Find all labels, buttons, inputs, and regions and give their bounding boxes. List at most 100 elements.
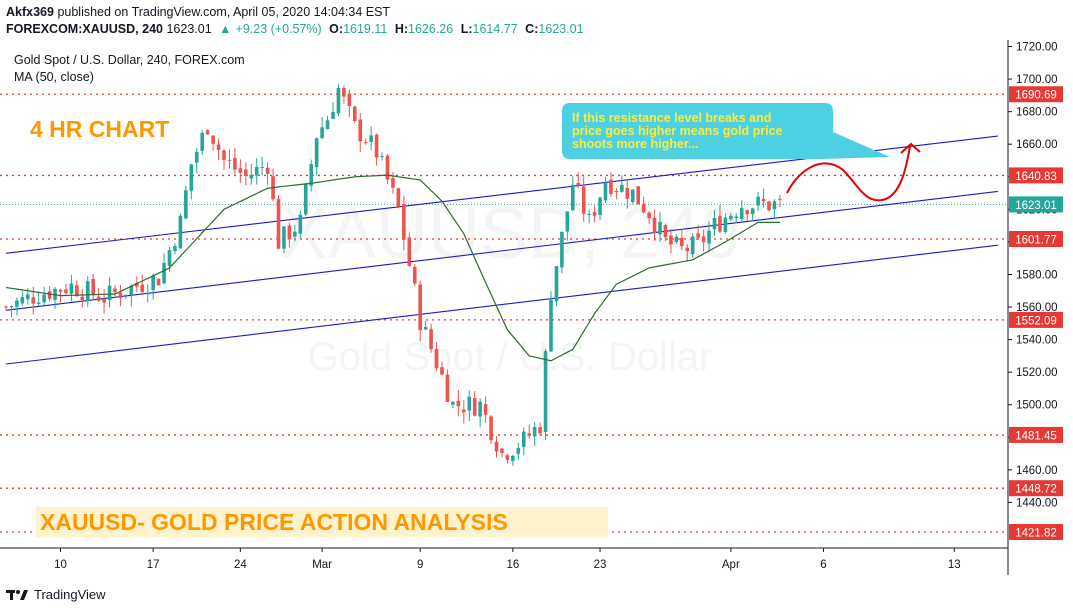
candle-body — [331, 111, 335, 119]
candle-body — [630, 189, 635, 203]
candle-body — [560, 231, 564, 268]
chart-timeframe-label[interactable]: 4 HR CHART — [30, 116, 169, 142]
candle-body — [42, 294, 46, 303]
candle-body — [64, 289, 68, 294]
candle-body — [102, 298, 106, 303]
candle-body — [532, 427, 537, 437]
candle-body — [265, 167, 270, 174]
series-title[interactable]: Gold Spot / U.S. Dollar, 240, FOREX.com — [14, 53, 245, 67]
candle-body — [456, 400, 461, 407]
candle-body — [298, 214, 303, 234]
candle-body — [778, 198, 782, 200]
candle-body — [652, 217, 657, 234]
candle-body — [701, 236, 706, 243]
level-tag-1: 1640.83 — [1015, 171, 1057, 183]
candle-body — [750, 208, 755, 215]
callout[interactable]: If this resistance level breaks and pric… — [562, 103, 890, 159]
xtick-label-6: 23 — [594, 559, 607, 571]
candle-body — [521, 431, 526, 447]
ma-50-line — [5, 174, 780, 362]
candle-body — [641, 203, 646, 213]
ytick-label-1: 1700.00 — [1016, 74, 1058, 86]
candle-body — [756, 196, 760, 206]
last-price: 1623.01 — [166, 22, 212, 36]
support-resistance-levels — [0, 93, 1008, 533]
candle-body — [489, 416, 493, 441]
candle-body — [407, 237, 412, 266]
projection-arrow[interactable] — [786, 142, 921, 202]
candle-body — [598, 197, 602, 215]
candle-body — [571, 184, 575, 211]
level-tag-6: 1421.82 — [1015, 528, 1057, 540]
candle-body — [549, 299, 553, 352]
candle-body — [511, 455, 515, 461]
arrow-head-icon — [900, 142, 921, 154]
ytick-label-8: 1560.00 — [1016, 302, 1058, 314]
xtick-label-9: 13 — [948, 559, 961, 571]
candle-body — [320, 127, 324, 138]
author-name[interactable]: Akfx369 — [6, 5, 54, 19]
candle-body — [690, 236, 695, 255]
candle-body — [325, 120, 330, 130]
chart-area[interactable]: XAUUSD, 240 Gold Spot / U.S. Dollar 1720… — [0, 40, 1073, 575]
tradingview-logo-icon — [6, 589, 28, 600]
candle-body — [260, 166, 264, 168]
candle-body — [124, 294, 128, 296]
ma-legend[interactable]: MA (50, close) — [14, 70, 94, 84]
candle-body — [205, 130, 210, 135]
footer-brand[interactable]: TradingView — [34, 587, 106, 602]
xtick-label-7: Apr — [722, 559, 740, 571]
bottom-title[interactable]: XAUUSD- GOLD PRICE ACTION ANALYSIS — [40, 509, 508, 535]
xtick-label-5: 16 — [506, 559, 519, 571]
xtick-label-4: 9 — [417, 559, 423, 571]
moving-average — [5, 174, 780, 362]
close-value: 1623.01 — [538, 22, 584, 36]
candle-body — [587, 213, 591, 215]
candle-body — [620, 184, 624, 192]
candle-body — [58, 289, 63, 292]
candle-body — [145, 292, 150, 295]
candle-body — [739, 208, 744, 220]
candle-body — [162, 263, 166, 284]
candle-body — [276, 199, 281, 249]
candle-body — [336, 88, 341, 114]
symbol-label: FOREXCOM:XAUUSD, 240 — [6, 22, 163, 36]
candle-body — [353, 106, 357, 122]
trendline-2[interactable] — [5, 244, 998, 365]
candle-body — [543, 351, 548, 432]
candle-body — [538, 427, 542, 434]
candle-body — [80, 296, 85, 300]
level-tag-3: 1552.09 — [1015, 315, 1057, 327]
candle-body — [69, 283, 74, 294]
candle-body — [118, 292, 123, 298]
candle-body — [4, 306, 8, 308]
price-chart[interactable]: XAUUSD, 240 Gold Spot / U.S. Dollar 1720… — [0, 40, 1073, 575]
level-tag-2: 1601.77 — [1015, 235, 1057, 247]
candle-body — [385, 155, 390, 180]
candle-body — [254, 166, 259, 176]
candle-body — [440, 367, 444, 375]
trendline-1[interactable] — [5, 190, 998, 311]
candle-body — [478, 401, 482, 417]
candle-body — [527, 433, 531, 436]
level-tag-bg-5 — [1009, 480, 1063, 497]
candle-body — [293, 231, 297, 237]
candle-body — [680, 237, 684, 247]
candle-body — [113, 288, 117, 293]
change-arrow-icon: ▲ — [219, 22, 232, 36]
candle-body — [184, 190, 188, 219]
projection-curve — [786, 145, 911, 202]
candle-body — [135, 283, 139, 287]
level-tag-4: 1481.45 — [1015, 430, 1057, 442]
chart-header: Akfx369 published on TradingView.com, Ap… — [6, 4, 588, 38]
callout-line-1: If this resistance level breaks and — [572, 111, 771, 125]
candle-body — [696, 233, 700, 238]
series-legend: Gold Spot / U.S. Dollar, 240, FOREX.com … — [14, 52, 245, 86]
ytick-label-2: 1680.00 — [1016, 107, 1058, 119]
publish-line: Akfx369 published on TradingView.com, Ap… — [6, 4, 588, 21]
candle-body — [423, 326, 428, 330]
ytick-label-13: 1460.00 — [1016, 465, 1058, 477]
candle-body — [467, 396, 472, 411]
close-label: C: — [525, 22, 539, 36]
candle-body — [418, 284, 422, 331]
